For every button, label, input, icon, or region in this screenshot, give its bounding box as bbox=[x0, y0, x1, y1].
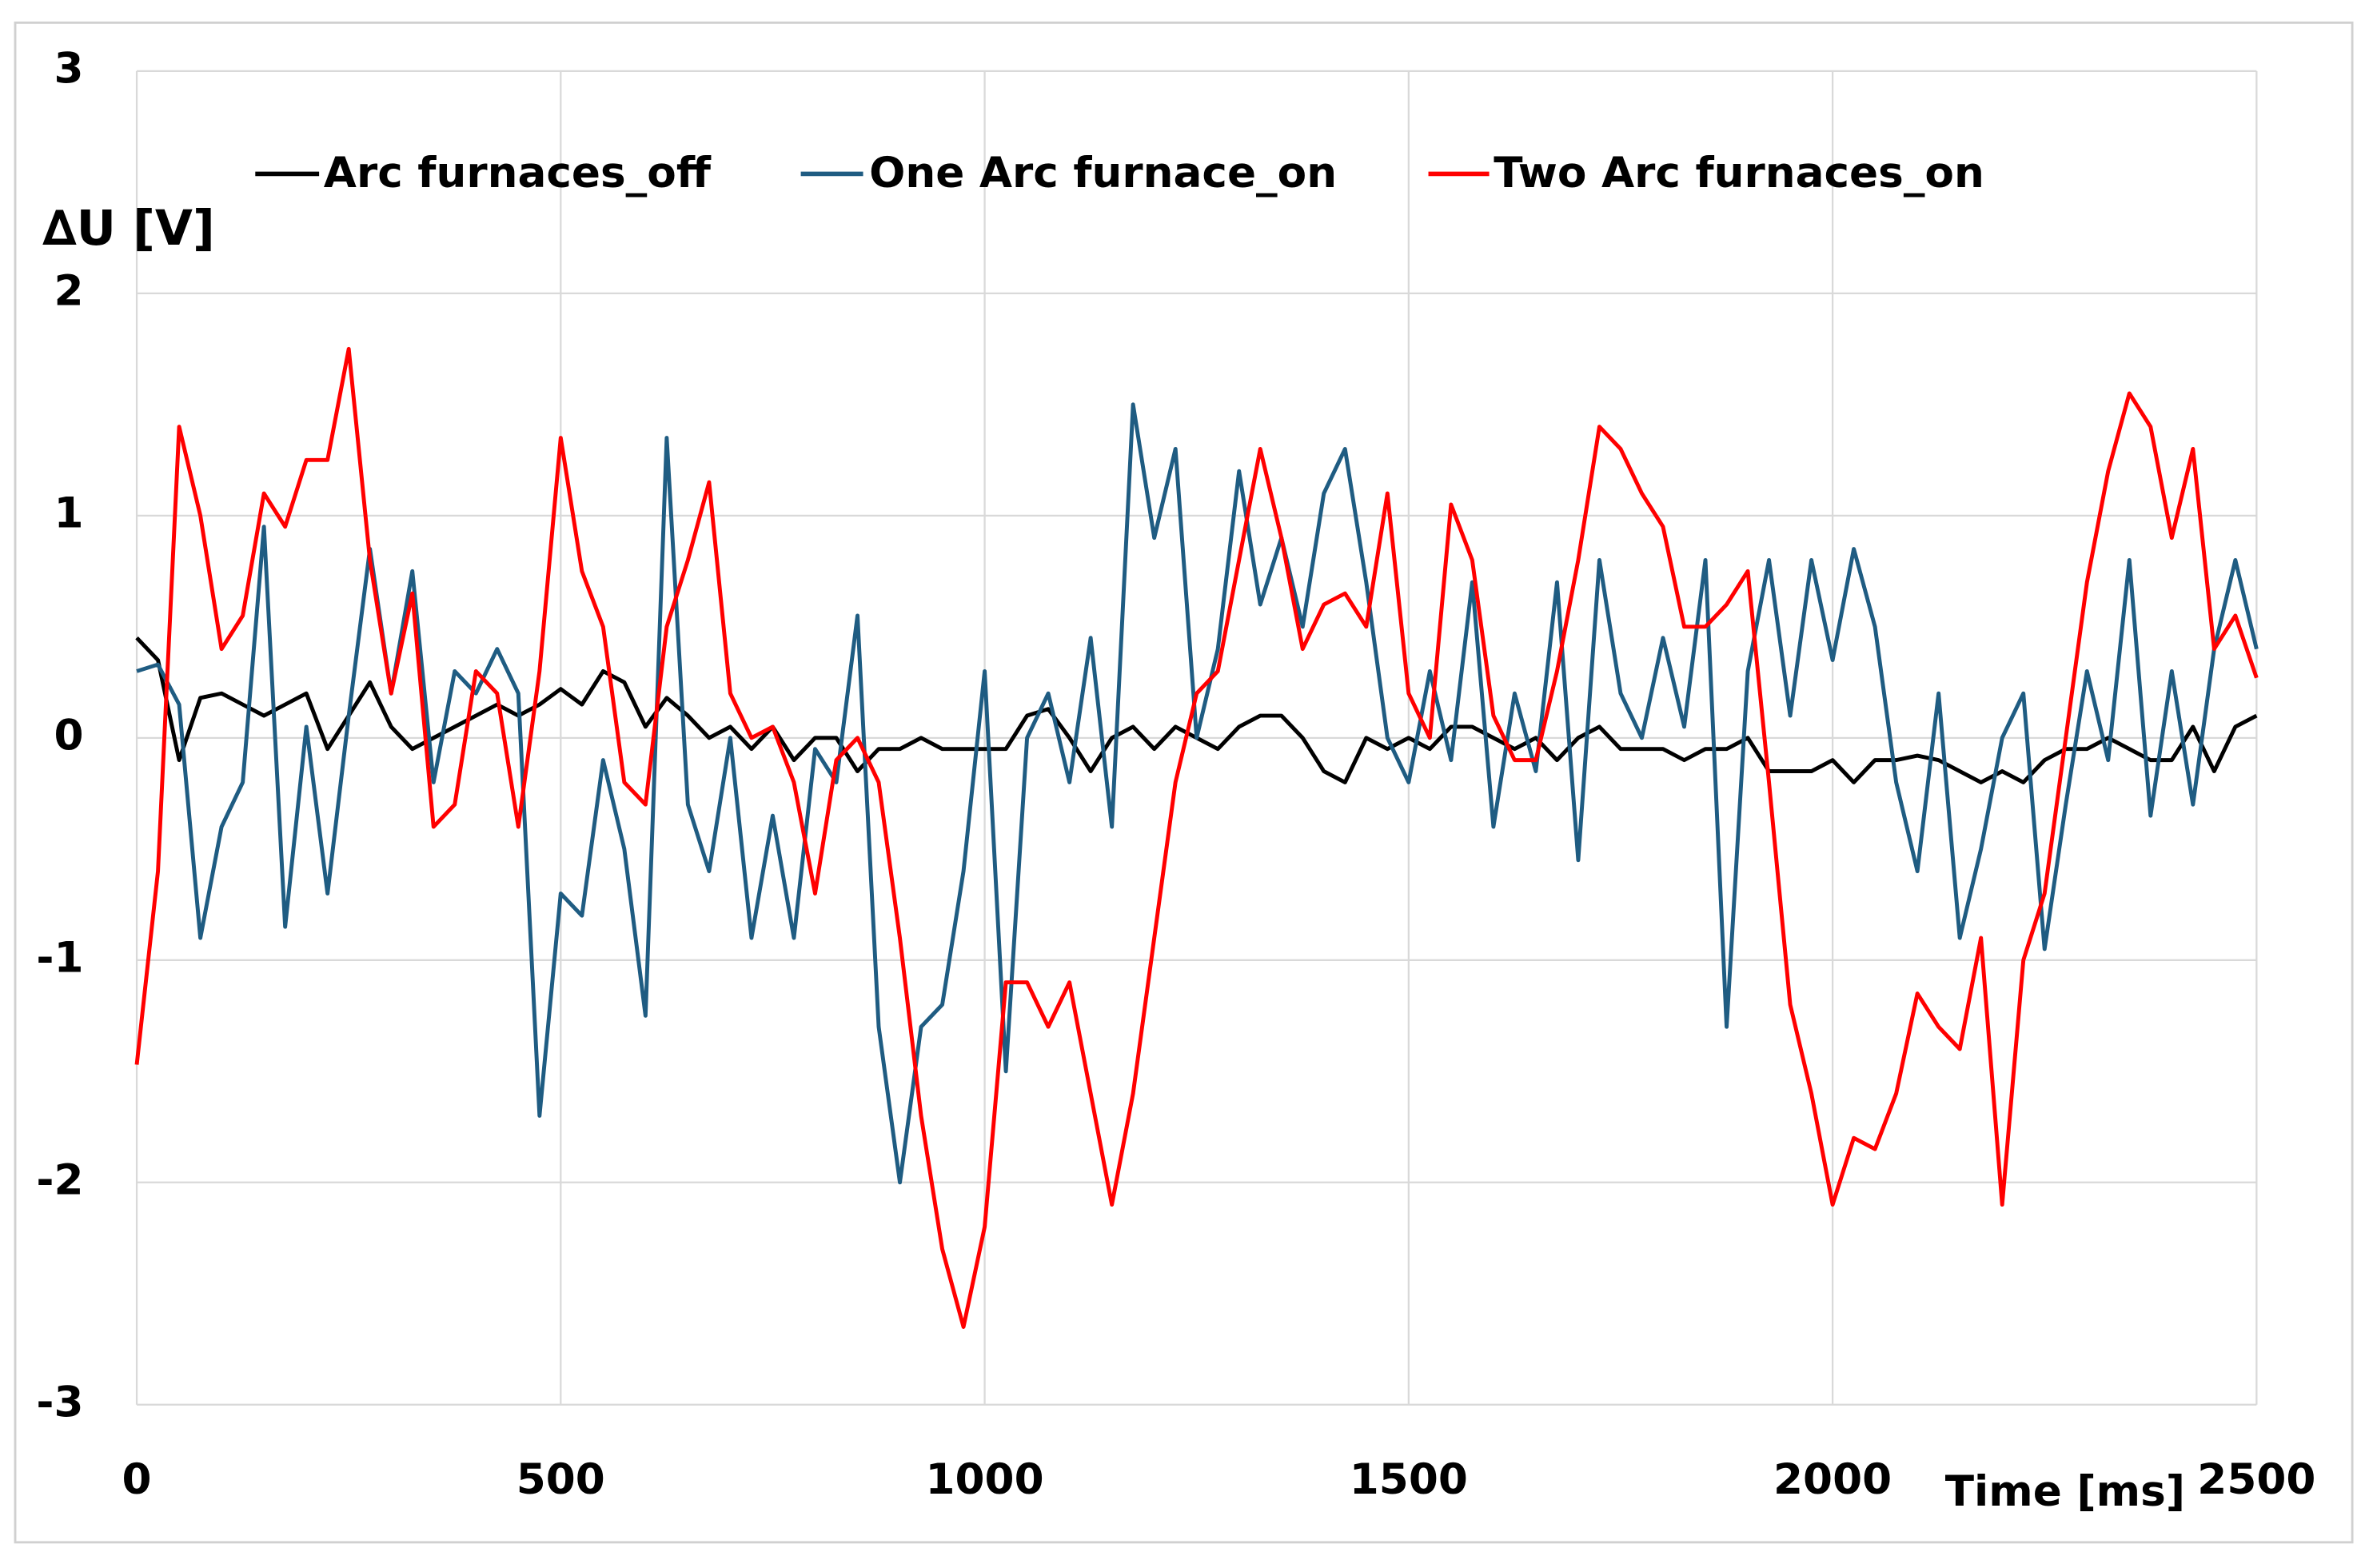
legend-label: Arc furnaces_off bbox=[324, 148, 712, 197]
y-tick-label: -2 bbox=[36, 1155, 83, 1205]
series-line bbox=[134, 346, 2259, 1329]
y-axis-label: ∆U [V] bbox=[42, 201, 215, 257]
grid bbox=[135, 70, 2258, 1406]
plot-lines bbox=[134, 346, 2259, 1329]
x-tick-label: 2500 bbox=[2197, 1454, 2315, 1504]
legend-label: One Arc furnace_on bbox=[869, 148, 1337, 197]
legend-label: Two Arc furnaces_on bbox=[1494, 148, 1984, 197]
x-tick-label: 500 bbox=[516, 1454, 605, 1504]
series-line bbox=[136, 402, 2259, 1185]
y-tick-label: -1 bbox=[36, 933, 83, 983]
y-tick-label: 1 bbox=[54, 489, 84, 538]
legend: Arc furnaces_off One Arc furnace_on Two … bbox=[255, 148, 1984, 197]
y-tick-label: 0 bbox=[54, 711, 84, 760]
x-axis-label: Time [ms] bbox=[1945, 1466, 2185, 1516]
y-tick-label: -3 bbox=[36, 1377, 83, 1426]
x-tick-label: 1500 bbox=[1350, 1454, 1468, 1504]
x-tick-label: 0 bbox=[122, 1454, 152, 1504]
y-tick-label: 3 bbox=[54, 44, 84, 94]
y-tick-label: 2 bbox=[54, 266, 84, 316]
x-tick-label: 2000 bbox=[1773, 1454, 1892, 1504]
chart-frame bbox=[14, 21, 2354, 1544]
x-tick-label: 1000 bbox=[926, 1454, 1044, 1504]
